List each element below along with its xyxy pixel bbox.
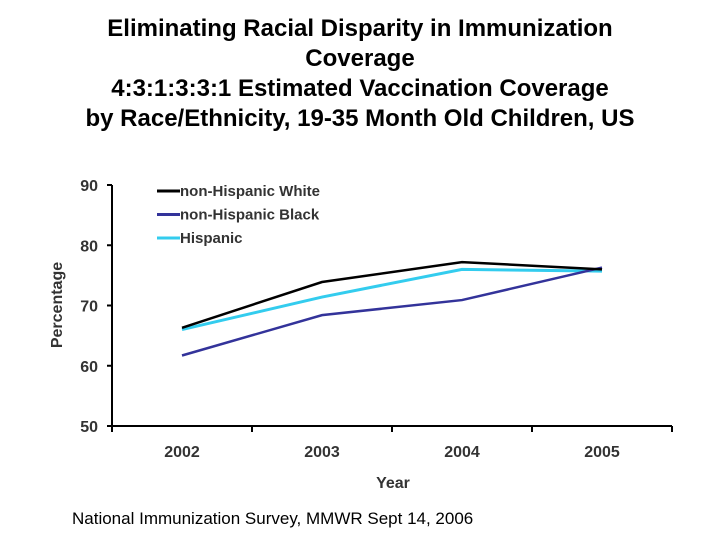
x-axis-label: Year xyxy=(376,475,410,492)
y-tick-label: 90 xyxy=(80,178,98,195)
title-line: Coverage xyxy=(305,45,415,72)
chart-title: Eliminating Racial Disparity in Immuniza… xyxy=(0,14,720,134)
x-tick-label: 2004 xyxy=(444,444,480,461)
y-tick-label: 80 xyxy=(80,238,98,255)
legend-label: Hispanic xyxy=(180,230,243,247)
title-line: Eliminating Racial Disparity in Immuniza… xyxy=(107,15,613,42)
legend-label: non-Hispanic White xyxy=(180,183,320,200)
y-tick-label: 50 xyxy=(80,419,98,436)
y-tick-label: 70 xyxy=(80,299,98,316)
x-tick-label: 2005 xyxy=(584,444,620,461)
title-line: by Race/Ethnicity, 19-35 Month Old Child… xyxy=(85,105,635,132)
legend-label: non-Hispanic Black xyxy=(180,207,320,224)
series-line-non-hispanic-black xyxy=(181,266,603,357)
series-line-hispanic xyxy=(181,267,603,332)
series-line-non-hispanic-white xyxy=(181,260,603,329)
y-axis-label: Percentage xyxy=(49,262,66,348)
y-tick-label: 60 xyxy=(80,359,98,376)
x-tick-label: 2003 xyxy=(304,444,340,461)
x-tick-label: 2002 xyxy=(164,444,200,461)
title-line: 4:3:1:3:3:1 Estimated Vaccination Covera… xyxy=(111,75,609,102)
source-note: National Immunization Survey, MMWR Sept … xyxy=(72,509,474,528)
